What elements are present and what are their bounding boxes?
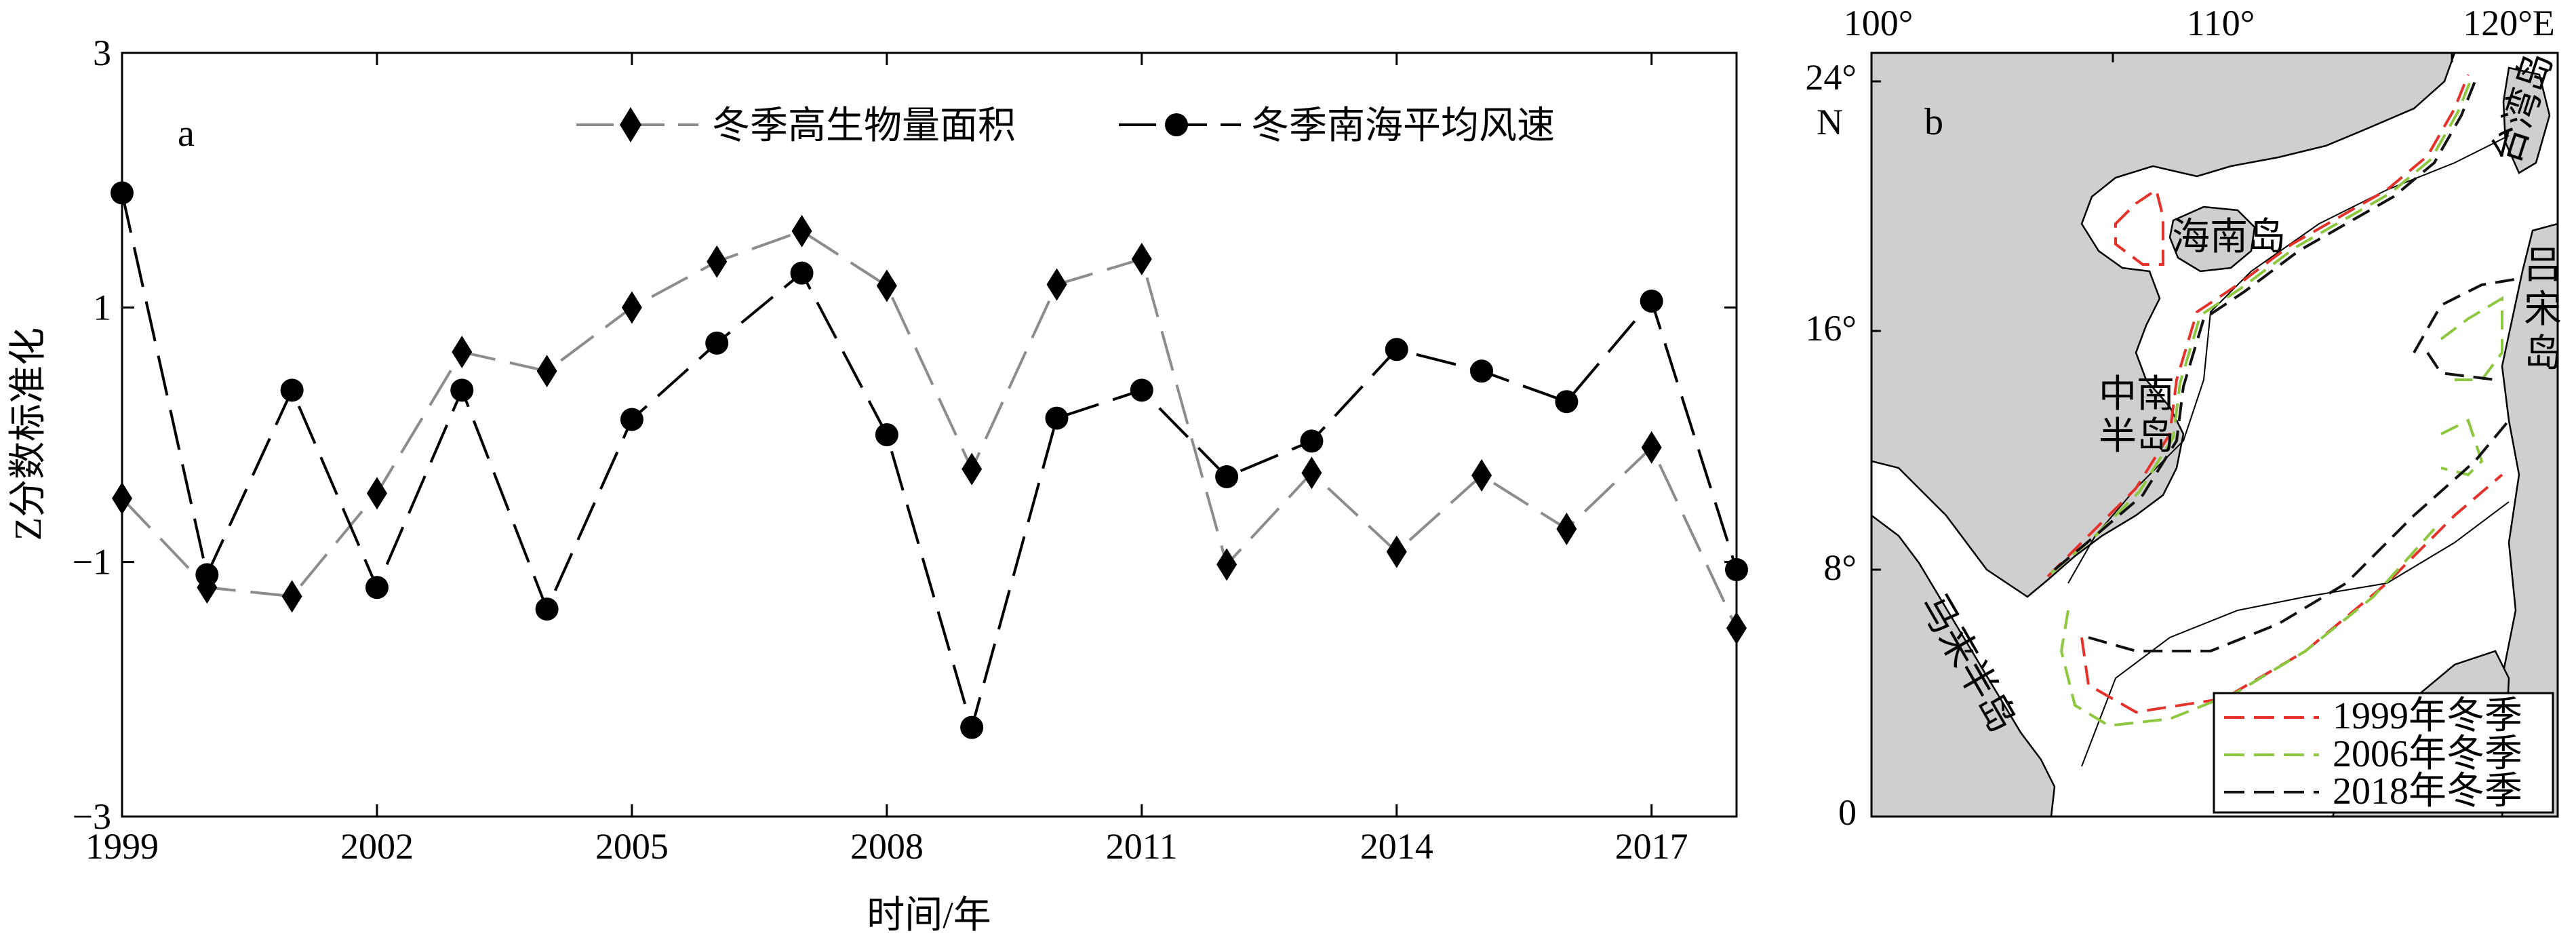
data-point-diamond	[281, 580, 302, 613]
x-axis-label: 时间/年	[867, 895, 991, 937]
place-label-luzon-3: 岛	[2524, 333, 2562, 375]
data-point-circle	[1130, 378, 1153, 402]
data-point-diamond	[1301, 456, 1322, 490]
panel-a-ticks: 1999 2002 2005 2008 2011 2014 2017 −3 −1 1 3	[73, 33, 1737, 867]
lon-tick-label-120: 120°E	[2463, 3, 2555, 43]
contour-2006	[2050, 77, 2503, 728]
panel-a-label: a	[178, 113, 195, 155]
data-point-diamond	[366, 477, 387, 510]
legend-marker-circle	[1165, 113, 1188, 136]
series-line-1	[121, 192, 1738, 732]
map-legend-box	[2213, 692, 2554, 814]
map-legend-label-1999: 1999年冬季	[2333, 695, 2522, 737]
data-point-diamond	[112, 482, 132, 515]
map-legend-label-2018: 2018年冬季	[2333, 770, 2522, 812]
data-point-circle	[1215, 465, 1239, 488]
data-point-circle	[365, 576, 389, 600]
isobath-line	[2067, 135, 2510, 584]
panel-a-series-markers	[111, 181, 1748, 739]
lat-unit-label: N	[1817, 102, 1843, 142]
data-point-diamond	[1641, 431, 1662, 464]
panel-a-line-chart: 1999 2002 2005 2008 2011 2014 2017 −3 −1 1 3 a 时间/…	[7, 33, 1748, 937]
panel-b-label: b	[1924, 101, 1943, 143]
place-label-hainan: 海南岛	[2172, 216, 2286, 258]
data-point-circle	[1470, 359, 1494, 383]
lat-tick-label-8: 8°	[1823, 547, 1857, 588]
place-label-luzon-1: 吕	[2524, 245, 2562, 287]
data-point-diamond	[962, 452, 983, 486]
data-point-diamond	[536, 355, 557, 388]
data-point-diamond	[452, 336, 473, 369]
data-point-circle	[875, 423, 898, 446]
data-point-diamond	[876, 269, 897, 302]
data-point-circle	[535, 597, 559, 621]
data-point-circle	[111, 181, 134, 205]
data-point-circle	[280, 378, 304, 402]
lat-tick-label-16: 16°	[1805, 308, 1857, 349]
x-tick-label: 1999	[85, 826, 159, 867]
map-legend-label-2006: 2006年冬季	[2333, 733, 2522, 775]
data-point-circle	[195, 563, 219, 587]
panel-a-legend: 冬季高生物量面积 冬季南海平均风速	[576, 105, 1555, 147]
data-point-diamond	[1471, 459, 1492, 492]
x-tick-label: 2011	[1106, 826, 1178, 867]
data-point-diamond	[1046, 268, 1067, 301]
y-tick-label: 3	[93, 33, 111, 73]
data-point-circle	[705, 331, 729, 355]
panel-a-plot-frame	[121, 52, 1738, 818]
x-tick-label: 2014	[1360, 826, 1433, 867]
map-legend: 1999年冬季 2006年冬季 2018年冬季	[2213, 692, 2554, 814]
place-label-indochina-line2: 半岛	[2099, 416, 2175, 458]
legend-marker-diamond	[620, 107, 641, 142]
contour-2018	[2053, 81, 2523, 652]
land-hainan	[2168, 205, 2256, 273]
land-luzon	[2501, 222, 2558, 817]
panel-b-map: 100° 110° 120°E 24° N 16° 8° 0 b 海南岛 中南 …	[1805, 3, 2562, 833]
data-point-diamond	[1131, 243, 1152, 276]
y-tick-label: 1	[93, 287, 111, 328]
y-tick-label: −3	[73, 796, 111, 837]
x-tick-label: 2017	[1615, 826, 1688, 867]
lon-tick-label-110: 110°	[2187, 3, 2255, 43]
data-point-circle	[1385, 338, 1408, 361]
x-tick-label: 2005	[595, 826, 669, 867]
y-axis-label: Z分数标准化	[7, 328, 49, 541]
x-tick-label: 2008	[850, 826, 924, 867]
x-tick-label: 2002	[340, 826, 414, 867]
data-point-diamond	[1556, 512, 1577, 545]
lon-tick-label-100: 100°	[1844, 3, 1914, 43]
data-point-circle	[960, 715, 984, 739]
data-point-circle	[1640, 289, 1663, 313]
data-point-diamond	[707, 245, 728, 278]
data-point-circle	[1555, 390, 1579, 414]
data-point-circle	[620, 408, 643, 431]
data-point-circle	[790, 261, 814, 285]
legend-label-high-biomass: 冬季高生物量面积	[712, 105, 1016, 147]
lat-tick-label-0: 0	[1838, 792, 1857, 833]
data-point-circle	[1300, 429, 1324, 453]
data-point-circle	[1045, 406, 1069, 430]
data-point-diamond	[1216, 548, 1237, 581]
data-point-circle	[450, 378, 474, 402]
data-point-diamond	[621, 291, 642, 324]
land-mainland-asia	[1871, 53, 2456, 598]
panel-a-series-lines	[121, 192, 1738, 732]
place-label-indochina-line1: 中南	[2099, 374, 2175, 416]
place-label-luzon-2: 宋	[2524, 289, 2562, 331]
y-tick-label: −1	[73, 542, 111, 583]
data-point-circle	[1725, 557, 1748, 581]
land-taiwan	[2502, 66, 2551, 174]
data-point-diamond	[791, 214, 812, 248]
legend-label-wind: 冬季南海平均风速	[1251, 105, 1555, 147]
map-ticks	[1870, 53, 2453, 571]
series-line-0	[121, 229, 1738, 629]
map-frame	[1870, 52, 2559, 818]
data-point-diamond	[1386, 535, 1407, 568]
data-point-diamond	[1726, 612, 1747, 645]
lat-tick-label-24: 24°	[1805, 57, 1857, 98]
land-malay-peninsula	[1871, 514, 2056, 817]
isobath-line-south	[2081, 501, 2510, 767]
